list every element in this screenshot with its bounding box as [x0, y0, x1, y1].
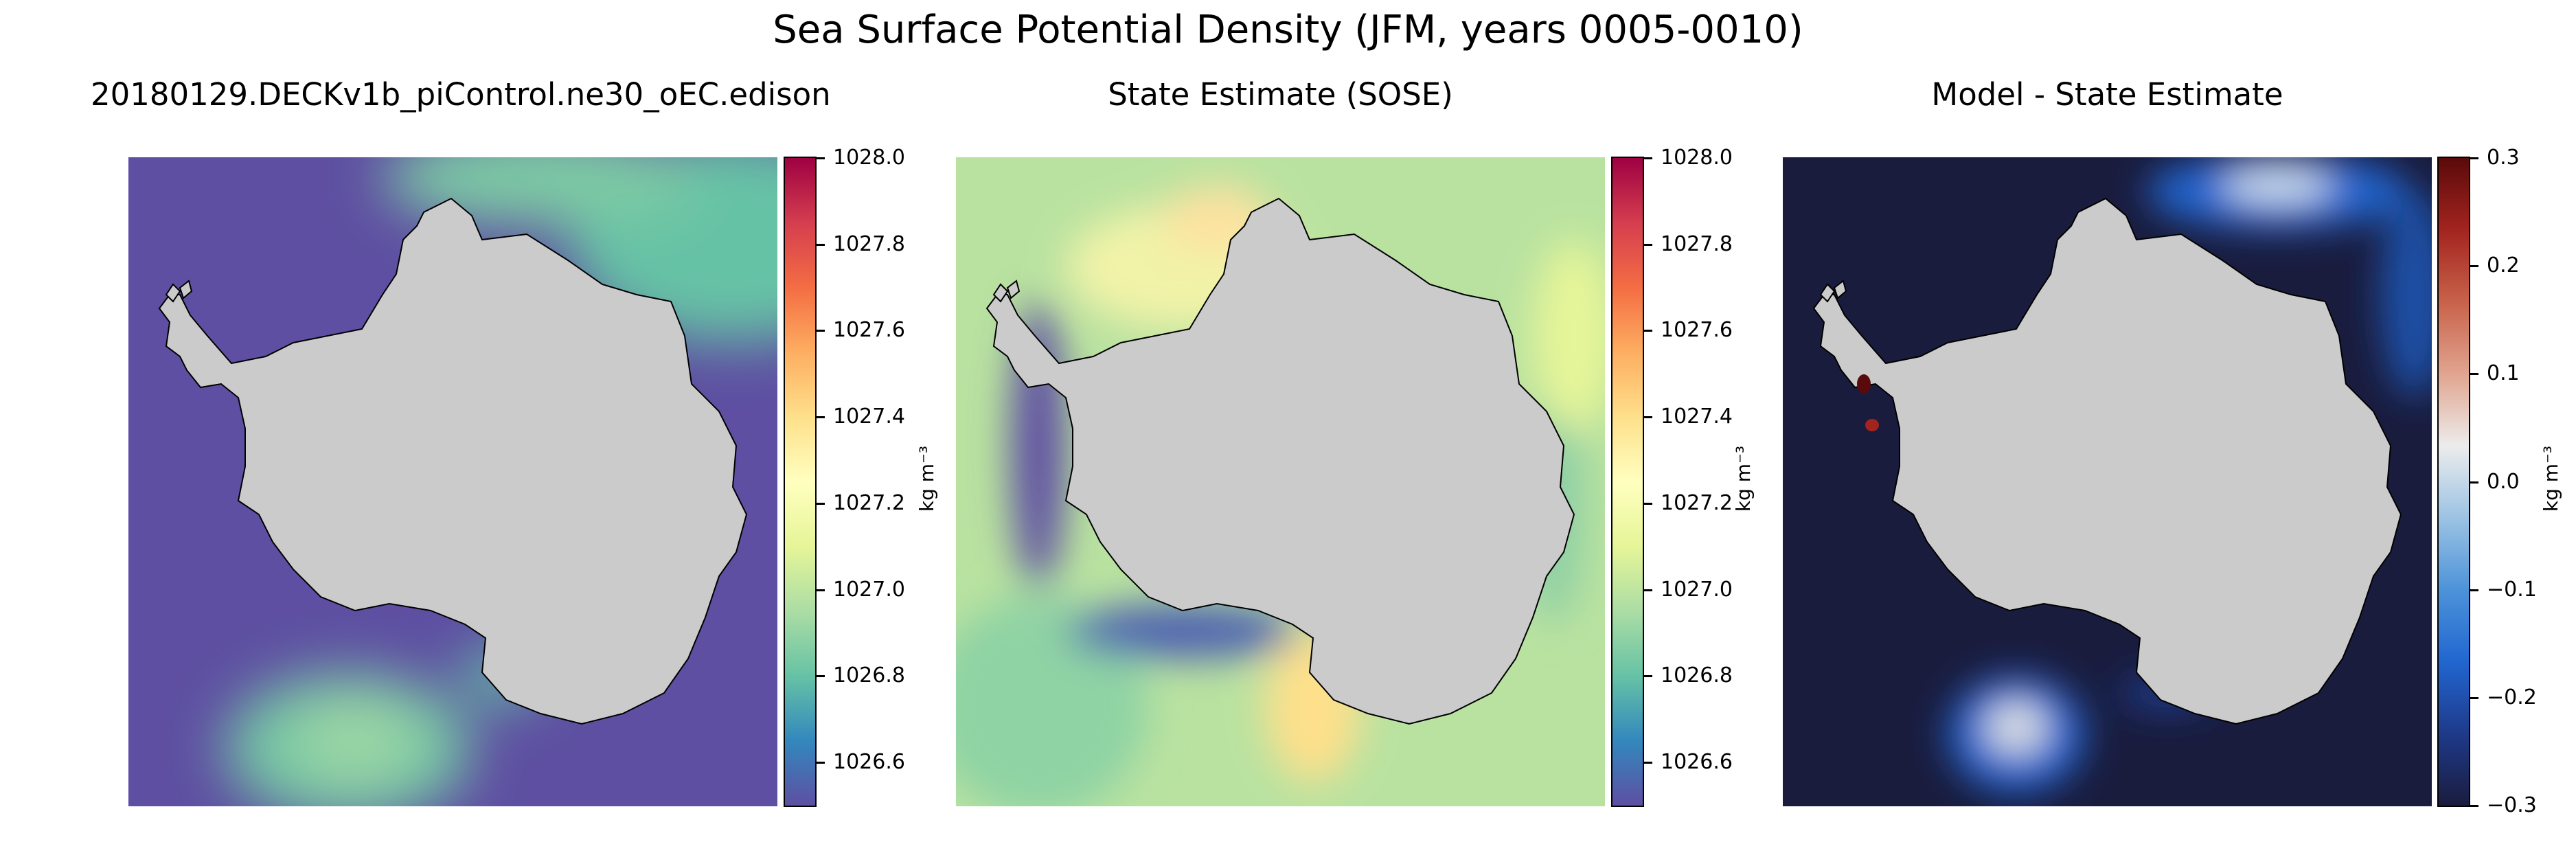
colorbar-tick-label: 1027.0	[833, 577, 905, 602]
panel-2-map-svg	[956, 157, 1605, 806]
panel-2-colorbar-unit: kg m⁻³	[1732, 445, 1755, 512]
colorbar-tick-mark	[1644, 589, 1652, 591]
colorbar-tick-mark	[817, 330, 825, 332]
colorbar-tick-label: 1027.2	[1661, 490, 1733, 515]
colorbar-tick-label: 0.2	[2487, 253, 2520, 278]
colorbar-tick-label: 1027.4	[833, 405, 905, 429]
colorbar-tick-mark	[2470, 805, 2478, 807]
peninsula-islands	[1819, 280, 1847, 303]
colorbar-tick-label: −0.2	[2487, 685, 2537, 709]
colorbar-tick-label: 1027.8	[833, 231, 905, 256]
colorbar-tick-label: −0.1	[2487, 577, 2537, 602]
colorbar-tick-label: 0.1	[2487, 361, 2520, 386]
antarctica-land	[985, 197, 1575, 725]
colorbar-tick-mark	[817, 502, 825, 505]
colorbar-tick-label: 1026.6	[1661, 750, 1733, 775]
colorbar-tick-label: 1026.6	[833, 750, 905, 775]
panel-2-colorbar	[1611, 157, 1644, 807]
peninsula-islands	[165, 280, 193, 303]
colorbar-tick-mark	[2470, 696, 2478, 699]
panel-3-colorbar-ticks: −0.3 −0.2 −0.1 0.0 0.1 0.2 0.3	[2470, 146, 2553, 817]
peninsula-positive-anomalies	[1857, 374, 1879, 431]
panel-3-map-svg	[1783, 157, 2432, 806]
colorbar-tick-mark	[1644, 330, 1652, 332]
colorbar-tick-label: 1027.6	[1661, 318, 1733, 343]
colorbar-tick-mark	[2470, 481, 2478, 484]
panel-3-colorbar-unit: kg m⁻³	[2540, 445, 2562, 512]
feature-lower-left-core	[1985, 700, 2047, 755]
colorbar-tick-label: 1027.6	[833, 318, 905, 343]
panel-3-colorbar	[2437, 157, 2470, 807]
colorbar-tick-label: 1027.0	[1661, 577, 1733, 602]
peninsula-islands	[992, 280, 1021, 303]
figure-suptitle: Sea Surface Potential Density (JFM, year…	[773, 8, 1803, 52]
colorbar-tick-label: 1027.8	[1661, 231, 1733, 256]
colorbar-tick-mark	[817, 243, 825, 246]
anomaly-peninsula-south	[1865, 419, 1879, 431]
antarctica-landmass	[1812, 197, 2402, 725]
panel-1-map	[128, 157, 777, 806]
panel-3-title: Model - State Estimate	[1931, 76, 2283, 113]
feature-right-edge	[2380, 192, 2432, 398]
anomaly-peninsula-north	[1857, 374, 1871, 394]
colorbar-tick-mark	[1644, 416, 1652, 419]
colorbar-tick-mark	[817, 762, 825, 764]
colorbar-tick-mark	[1644, 157, 1652, 159]
colorbar-tick-label: 0.0	[2487, 469, 2520, 494]
colorbar-tick-mark	[817, 416, 825, 419]
antarctica-landmass	[158, 197, 748, 725]
colorbar-tick-label: 1027.2	[833, 490, 905, 515]
colorbar-tick-mark	[1644, 762, 1652, 764]
colorbar-tick-label: 1028.0	[1661, 146, 1733, 170]
feature-lower-left-core	[293, 700, 417, 782]
colorbar-tick-mark	[2470, 589, 2478, 591]
antarctica-landmass	[985, 197, 1575, 725]
panel-1-title: 20180129.DECKv1b_piControl.ne30_oEC.edis…	[91, 76, 831, 113]
colorbar-tick-label: 0.3	[2487, 146, 2520, 170]
colorbar-tick-mark	[2470, 157, 2478, 159]
panel-1-map-svg	[128, 157, 777, 806]
panel-2-map	[956, 157, 1605, 806]
colorbar-tick-label: 1028.0	[833, 146, 905, 170]
colorbar-tick-mark	[1644, 502, 1652, 505]
colorbar-tick-mark	[1644, 675, 1652, 678]
colorbar-tick-label: 1026.8	[833, 663, 905, 688]
panel-1-colorbar-unit: kg m⁻³	[915, 445, 938, 512]
colorbar-tick-mark	[2470, 265, 2478, 268]
colorbar-tick-mark	[817, 589, 825, 591]
colorbar-tick-mark	[817, 157, 825, 159]
panel-1-colorbar-ticks: 1026.6 1026.8 1027.0 1027.2 1027.4 1027.6 1027…	[817, 146, 954, 807]
colorbar-tick-mark	[1644, 243, 1652, 246]
colorbar-tick-mark	[2470, 373, 2478, 376]
panel-3-map	[1783, 157, 2432, 806]
antarctica-land	[1812, 197, 2402, 725]
antarctica-land	[158, 197, 748, 725]
feature-south-ring	[1066, 604, 1299, 659]
panel-1-colorbar	[784, 157, 817, 807]
colorbar-tick-label: 1026.8	[1661, 663, 1733, 688]
density-features	[956, 185, 1605, 806]
feature-right-yellow	[1533, 240, 1605, 432]
feature-top-band-core	[2222, 164, 2332, 205]
panel-2-title: State Estimate (SOSE)	[1108, 76, 1453, 113]
colorbar-tick-label: −0.3	[2487, 793, 2537, 817]
colorbar-tick-label: 1027.4	[1661, 405, 1733, 429]
panel-2-colorbar-ticks: 1026.6 1026.8 1027.0 1027.2 1027.4 1027.6 1027…	[1644, 146, 1781, 807]
colorbar-tick-mark	[817, 675, 825, 678]
